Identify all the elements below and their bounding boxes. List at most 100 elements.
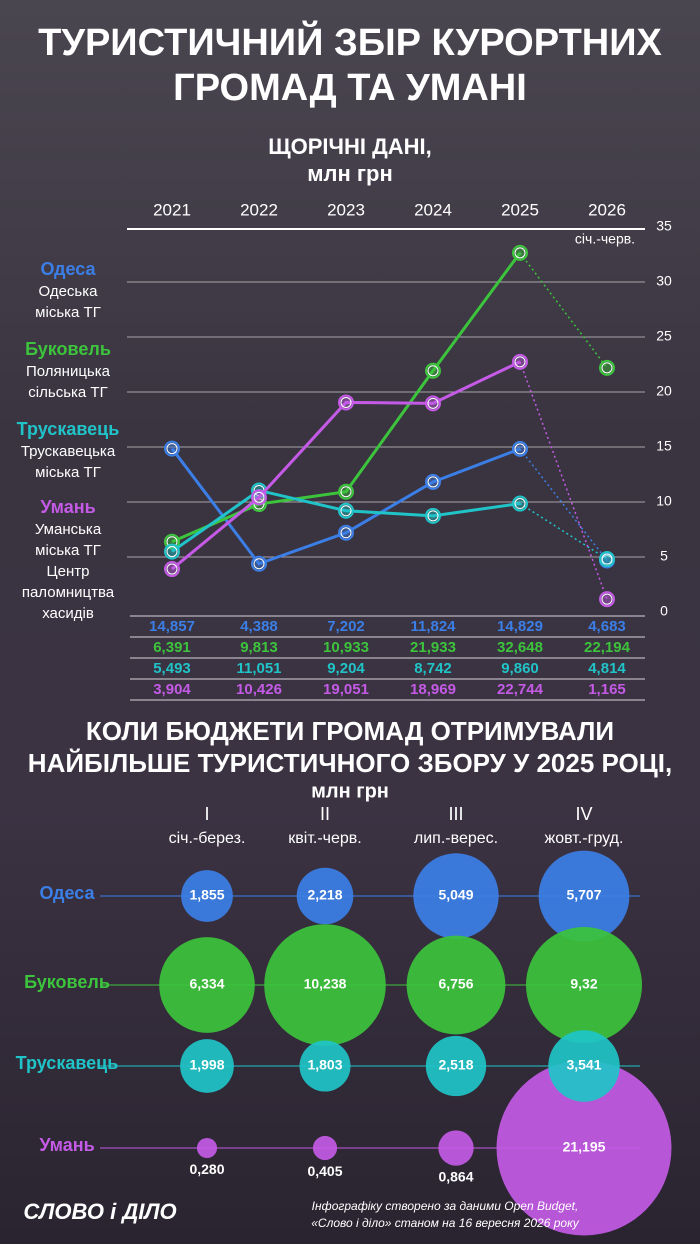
series-description: хасидів	[42, 605, 94, 622]
value-label: 10,426	[236, 681, 282, 698]
bubble	[413, 853, 499, 939]
point-ring	[514, 247, 526, 259]
column-label: IV	[575, 804, 592, 824]
point-ring	[340, 527, 352, 539]
bubble	[180, 1039, 234, 1093]
partial-segment	[519, 448, 608, 561]
series-line	[171, 251, 522, 544]
value-label: 32,648	[497, 639, 543, 656]
bubble	[538, 850, 630, 942]
chart-title: ЩОРІЧНІ ДАНІ,	[268, 134, 432, 159]
value-label: 22,744	[497, 681, 544, 698]
column-sublabel: січ.-берез.	[169, 830, 246, 847]
y-tick-label: 30	[656, 273, 672, 289]
row-label: Одеса	[40, 883, 96, 903]
point-ring	[166, 546, 178, 558]
y-tick-label: 5	[660, 548, 668, 564]
series-name: Одеса	[41, 259, 97, 279]
page-title: ГРОМАД ТА УМАНІ	[173, 67, 527, 109]
column-label: II	[320, 804, 330, 824]
bubble	[159, 937, 255, 1033]
chart-title: КОЛИ БЮДЖЕТИ ГРОМАД ОТРИМУВАЛИ	[86, 716, 614, 746]
value-label: 14,857	[149, 618, 195, 635]
partial-segment	[519, 252, 608, 369]
series-line	[171, 360, 521, 571]
series-name: Умань	[40, 497, 95, 517]
series-name: Трускавець	[17, 419, 120, 439]
column-sublabel: квіт.-черв.	[288, 830, 361, 847]
bubble	[548, 1030, 620, 1102]
bubble-label: 6,756	[438, 976, 473, 992]
y-tick-label: 20	[656, 383, 672, 399]
period-note: січ.-черв.	[575, 231, 635, 247]
series-description: Одеська	[39, 283, 99, 300]
point-ring	[253, 558, 265, 570]
series-description: Поляницька	[26, 363, 111, 380]
point-ring	[514, 356, 526, 368]
value-label: 9,860	[501, 660, 539, 677]
bubble	[181, 870, 233, 922]
point-ring	[340, 396, 352, 408]
bubble-label: 10,238	[304, 976, 347, 992]
value-label: 5,493	[153, 660, 191, 677]
point-ring	[427, 510, 439, 522]
point-ring	[166, 563, 178, 575]
bubble-label: 6,334	[189, 976, 224, 992]
bubble	[425, 1035, 487, 1097]
value-label: 1,165	[588, 681, 626, 698]
row-label: Буковель	[24, 972, 110, 992]
y-tick-label: 35	[656, 218, 672, 234]
bubble-label: 5,049	[438, 887, 473, 903]
series-description: міська ТГ	[35, 542, 101, 559]
bubble-label: 21,195	[563, 1139, 606, 1155]
value-label: 21,933	[410, 639, 456, 656]
bubble	[496, 1060, 672, 1236]
x-tick-label: 2021	[153, 200, 191, 219]
bubble	[264, 924, 386, 1046]
chart-subtitle: млн грн	[311, 780, 389, 802]
chart-title: НАЙБІЛЬШЕ ТУРИСТИЧНОГО ЗБОРУ У 2025 РОЦІ…	[28, 748, 672, 778]
point-ring	[166, 443, 178, 455]
footer-note: «Слово і діло» станом на 16 вересня 2026…	[311, 1216, 579, 1230]
column-label: I	[204, 804, 209, 824]
x-tick-label: 2023	[327, 200, 365, 219]
series-name: Буковель	[25, 339, 111, 359]
bubble-label: 1,855	[189, 887, 224, 903]
value-label: 4,388	[240, 618, 278, 635]
bubble	[196, 1137, 218, 1159]
point-ring	[601, 593, 613, 605]
point-ring	[340, 505, 352, 517]
bubble	[296, 867, 354, 925]
value-label: 7,202	[327, 618, 365, 635]
value-label: 22,194	[584, 639, 631, 656]
bubble	[406, 935, 506, 1035]
point-ring	[514, 498, 526, 510]
bubble	[525, 926, 643, 1044]
bubble-label: 0,405	[307, 1163, 342, 1179]
value-label: 3,904	[153, 681, 191, 698]
x-tick-label: 2022	[240, 200, 278, 219]
series-description: Трускавецька	[21, 443, 116, 460]
point-ring	[514, 443, 526, 455]
bubble-label: 0,280	[189, 1161, 224, 1177]
series-description: сільська ТГ	[28, 384, 107, 401]
value-label: 10,933	[323, 639, 369, 656]
row-label: Трускавець	[16, 1053, 119, 1073]
y-tick-label: 15	[656, 438, 672, 454]
y-tick-label: 0	[660, 603, 668, 619]
partial-segment	[519, 502, 608, 560]
bubble-label: 1,998	[189, 1057, 224, 1073]
bubble-label: 5,707	[566, 887, 601, 903]
value-label: 9,813	[240, 639, 278, 656]
value-label: 9,204	[327, 660, 365, 677]
series-description: міська ТГ	[35, 464, 101, 481]
x-tick-label: 2024	[414, 200, 452, 219]
value-label: 4,683	[588, 618, 626, 635]
series-description: Уманська	[35, 521, 102, 538]
point-ring	[601, 362, 613, 374]
value-label: 11,051	[236, 660, 281, 677]
page-title: ТУРИСТИЧНИЙ ЗБІР КУРОРТНИХ	[38, 19, 662, 64]
value-label: 8,742	[414, 660, 452, 677]
logo: СЛОВО і ДІЛО	[23, 1199, 176, 1224]
